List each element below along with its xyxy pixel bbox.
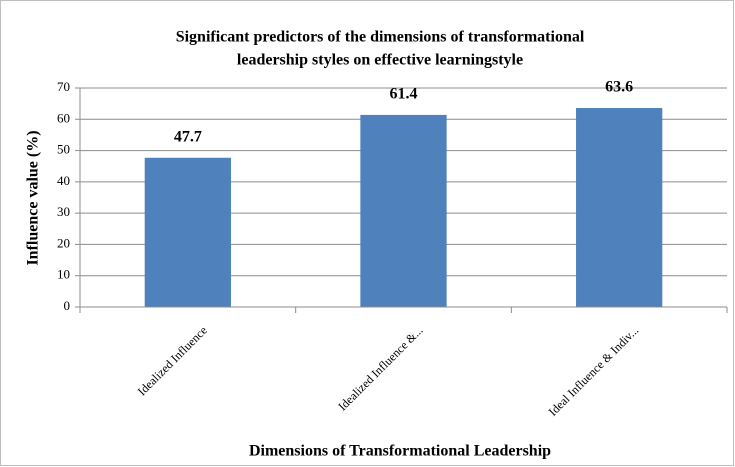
chart-title: Significant predictors of the dimensions… xyxy=(176,29,585,46)
value-label: 47.7 xyxy=(174,128,202,145)
bar xyxy=(576,108,663,307)
y-axis-title: Influence value (%) xyxy=(25,130,42,265)
y-tick-label: 60 xyxy=(57,110,70,125)
chart-title: leadership styles on effective learnings… xyxy=(237,52,523,69)
y-tick-label: 10 xyxy=(57,267,70,282)
y-tick-label: 70 xyxy=(57,79,70,94)
y-tick-label: 30 xyxy=(57,204,70,219)
y-tick-label: 40 xyxy=(57,173,70,188)
y-tick-label: 50 xyxy=(57,142,70,157)
value-label: 63.6 xyxy=(605,79,633,96)
x-axis-title: Dimensions of Transformational Leadershi… xyxy=(249,443,551,460)
y-tick-label: 0 xyxy=(64,298,71,313)
bar xyxy=(144,157,231,307)
y-tick-label: 20 xyxy=(57,235,70,250)
bar xyxy=(360,114,447,307)
value-label: 61.4 xyxy=(390,86,418,103)
